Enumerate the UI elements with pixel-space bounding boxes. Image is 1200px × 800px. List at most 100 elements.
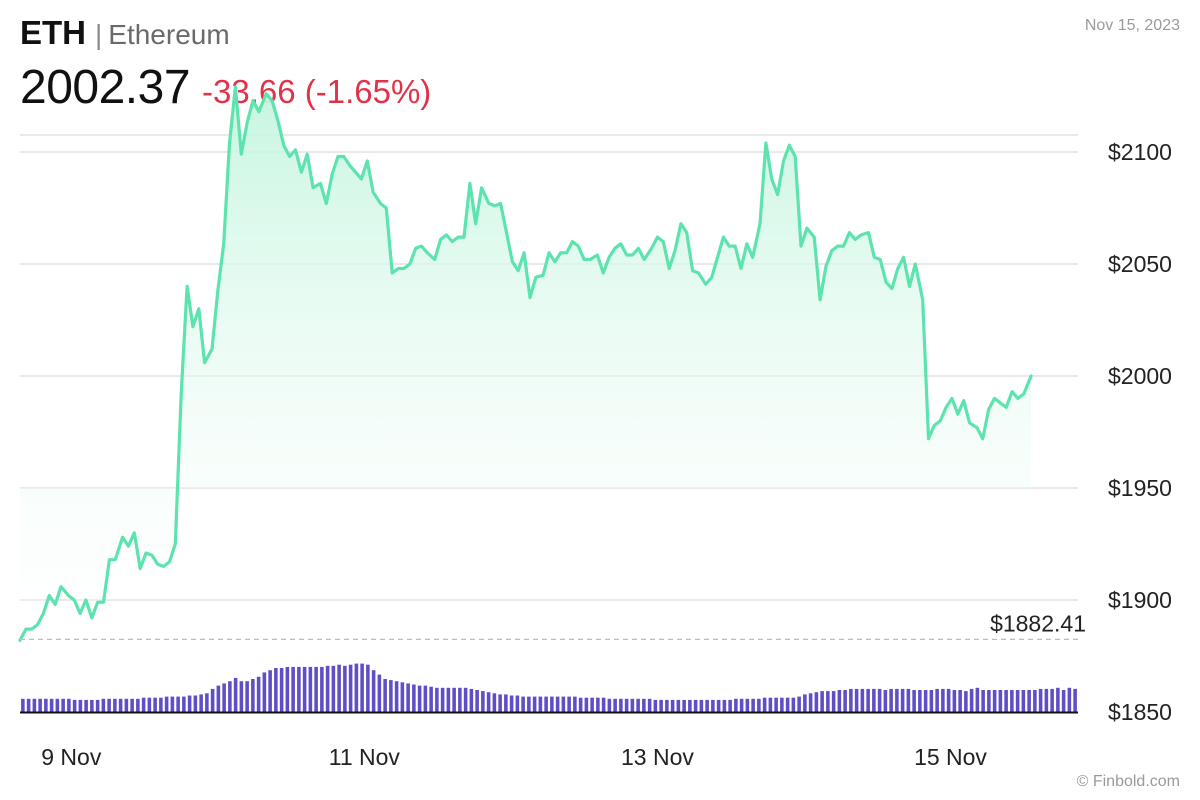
- volume-bar: [1021, 690, 1026, 712]
- volume-bar: [101, 698, 106, 712]
- volume-bar: [555, 696, 560, 712]
- volume-bar: [504, 694, 508, 712]
- volume-bar: [222, 683, 226, 712]
- header: ETH | Ethereum 2002.37 -33.66 (-1.65%): [20, 14, 431, 115]
- volume-bar: [659, 699, 663, 712]
- volume-bar: [170, 696, 175, 712]
- price-area: [20, 87, 1032, 641]
- volume-bar: [440, 687, 445, 712]
- volume-bar: [849, 688, 853, 712]
- volume-bar: [458, 687, 462, 712]
- volume-bar: [1015, 690, 1020, 712]
- volume-bar: [929, 690, 934, 712]
- price-line-path: [18, 85, 1033, 642]
- price-line: [18, 85, 1033, 642]
- volume-bar: [521, 696, 525, 712]
- volume-bar: [923, 690, 928, 712]
- y-tick-label: $2100: [1108, 139, 1172, 165]
- current-price: 2002.37: [20, 61, 191, 114]
- volume-bar: [147, 697, 152, 712]
- volume-bar: [159, 697, 163, 712]
- y-axis: $1850 $1900 $1950 $2000 $2050 $2100: [1108, 139, 1172, 725]
- volume-bar: [912, 690, 916, 712]
- volume-bar: [676, 699, 681, 712]
- volume-bar: [780, 697, 784, 712]
- volume-bar: [578, 697, 583, 712]
- volume-bar: [400, 682, 405, 712]
- x-tick-label: 13 Nov: [621, 744, 694, 770]
- volume-bar: [1056, 687, 1060, 712]
- price-row: 2002.37 -33.66 (-1.65%): [20, 60, 431, 115]
- volume-bar: [785, 697, 790, 712]
- volume-bar: [509, 695, 514, 712]
- volume-bar: [95, 699, 100, 712]
- volume-bar: [412, 684, 416, 712]
- volume-bar: [124, 698, 129, 712]
- volume-bar: [607, 698, 612, 712]
- volume-bar: [383, 679, 387, 712]
- volume-bar: [624, 698, 629, 712]
- title-separator: |: [95, 19, 103, 50]
- volume-bar: [21, 698, 25, 712]
- volume-bar: [199, 694, 203, 712]
- volume-bar: [636, 698, 640, 712]
- volume-bar: [268, 670, 272, 712]
- y-tick-label: $1950: [1108, 475, 1172, 501]
- volume-bar: [325, 665, 330, 712]
- volume-bar: [745, 698, 750, 712]
- volume-bar: [371, 670, 376, 712]
- volume-bar: [734, 698, 738, 712]
- volume-bar: [486, 692, 491, 712]
- volume-bar: [814, 692, 819, 712]
- volume-bar: [78, 699, 83, 712]
- volume-bar: [354, 663, 359, 712]
- volume-bar: [877, 688, 882, 712]
- volume-bar: [573, 696, 577, 712]
- volume-bar: [630, 698, 635, 712]
- volume-bar: [941, 688, 945, 712]
- volume-bar: [561, 696, 566, 712]
- volume-bar: [774, 697, 778, 712]
- volume-bar: [670, 699, 675, 712]
- volume-bar: [90, 699, 94, 712]
- volume-bar: [429, 686, 433, 712]
- price-area-fill: [20, 87, 1032, 641]
- volume-bar: [739, 698, 744, 712]
- watermark: © Finbold.com: [1076, 773, 1180, 790]
- volume-bar: [337, 664, 341, 712]
- volume-bar: [964, 691, 968, 712]
- volume-bar: [952, 690, 957, 712]
- volume-bar: [475, 690, 479, 712]
- volume-bar: [84, 699, 88, 712]
- volume-bar: [406, 683, 410, 712]
- volume-bar: [688, 699, 692, 712]
- volume-bar: [998, 690, 1003, 712]
- volume-bar: [958, 690, 962, 712]
- volume-bar: [791, 697, 796, 712]
- asset-name: Ethereum: [108, 19, 230, 50]
- volume-bar: [279, 668, 284, 712]
- volume-bar: [1067, 687, 1072, 712]
- volume-bar: [256, 676, 261, 712]
- x-axis: 9 Nov 11 Nov 13 Nov 15 Nov: [41, 744, 987, 770]
- volume-bar: [642, 698, 646, 712]
- x-tick-label: 9 Nov: [41, 744, 102, 770]
- volume-bar: [216, 685, 221, 712]
- volume-bar: [716, 699, 721, 712]
- volume-bar: [1004, 690, 1008, 712]
- volume-bar: [274, 668, 278, 712]
- volume-bar: [762, 697, 767, 712]
- volume-bar: [210, 688, 215, 712]
- volume-bar: [492, 693, 497, 712]
- x-tick-label: 15 Nov: [914, 744, 987, 770]
- y-tick-label: $1900: [1108, 587, 1172, 613]
- volume-bar: [711, 699, 715, 712]
- volume-bar: [44, 698, 48, 712]
- volume-bar: [452, 687, 456, 712]
- volume-bar: [693, 699, 698, 712]
- volume-bar: [130, 698, 134, 712]
- volume-bar: [883, 690, 888, 712]
- volume-bar: [613, 698, 617, 712]
- volume-bar: [297, 666, 301, 712]
- volume-bar: [757, 698, 761, 712]
